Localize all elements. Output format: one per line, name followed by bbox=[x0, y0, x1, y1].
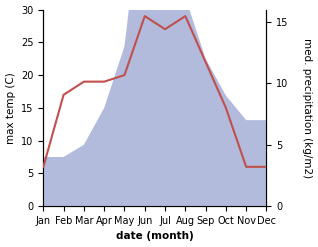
Y-axis label: med. precipitation (kg/m2): med. precipitation (kg/m2) bbox=[302, 38, 313, 178]
X-axis label: date (month): date (month) bbox=[116, 231, 194, 242]
Y-axis label: max temp (C): max temp (C) bbox=[5, 72, 16, 144]
